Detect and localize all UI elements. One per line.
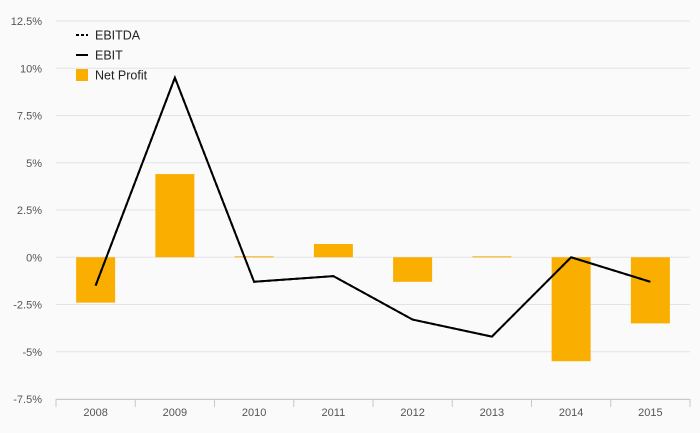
x-tick-label: 2015 — [638, 407, 662, 419]
net-profit-bar — [76, 257, 116, 303]
legend: EBITDA EBIT Net Profit — [76, 29, 148, 83]
net-profit-bar — [630, 257, 670, 324]
net-profit-bar — [472, 256, 512, 258]
y-tick-label: 0% — [26, 252, 42, 264]
y-axis: 12.5% 10% 7.5% 5% 2.5% 0% -2.5% -5% -7.5% — [11, 16, 42, 406]
x-tick-label: 2010 — [242, 407, 266, 419]
y-tick-label: -7.5% — [13, 394, 42, 406]
x-tick-label: 2011 — [322, 407, 346, 419]
x-tick-label: 2013 — [480, 407, 504, 419]
net-profit-bar — [393, 257, 433, 282]
y-tick-label: 7.5% — [17, 111, 42, 123]
y-tick-label: 5% — [26, 158, 42, 170]
legend-swatch-net-profit — [76, 69, 88, 81]
net-profit-bar — [155, 174, 195, 258]
net-profit-bar — [551, 257, 591, 362]
net-profit-bars — [76, 174, 670, 362]
legend-label-ebitda: EBITDA — [95, 29, 141, 43]
lines — [94, 74, 651, 338]
x-tick-label: 2008 — [83, 407, 107, 419]
gridlines — [56, 20, 690, 400]
y-tick-label: -2.5% — [13, 300, 42, 312]
x-tick-label: 2009 — [163, 407, 187, 419]
x-axis: 2008 2009 2010 2011 2012 2013 2014 2015 — [55, 399, 691, 419]
ebit-line — [94, 74, 651, 338]
y-tick-label: -5% — [22, 347, 42, 359]
y-tick-label: 12.5% — [11, 16, 42, 28]
x-tick-label: 2014 — [559, 407, 583, 419]
y-tick-label: 10% — [20, 63, 42, 75]
net-profit-bar — [234, 256, 274, 258]
y-tick-label: 2.5% — [17, 205, 42, 217]
net-profit-bar — [313, 244, 353, 258]
x-tick-label: 2012 — [400, 407, 424, 419]
legend-label-net-profit: Net Profit — [95, 69, 148, 83]
legend-label-ebit: EBIT — [95, 49, 123, 63]
